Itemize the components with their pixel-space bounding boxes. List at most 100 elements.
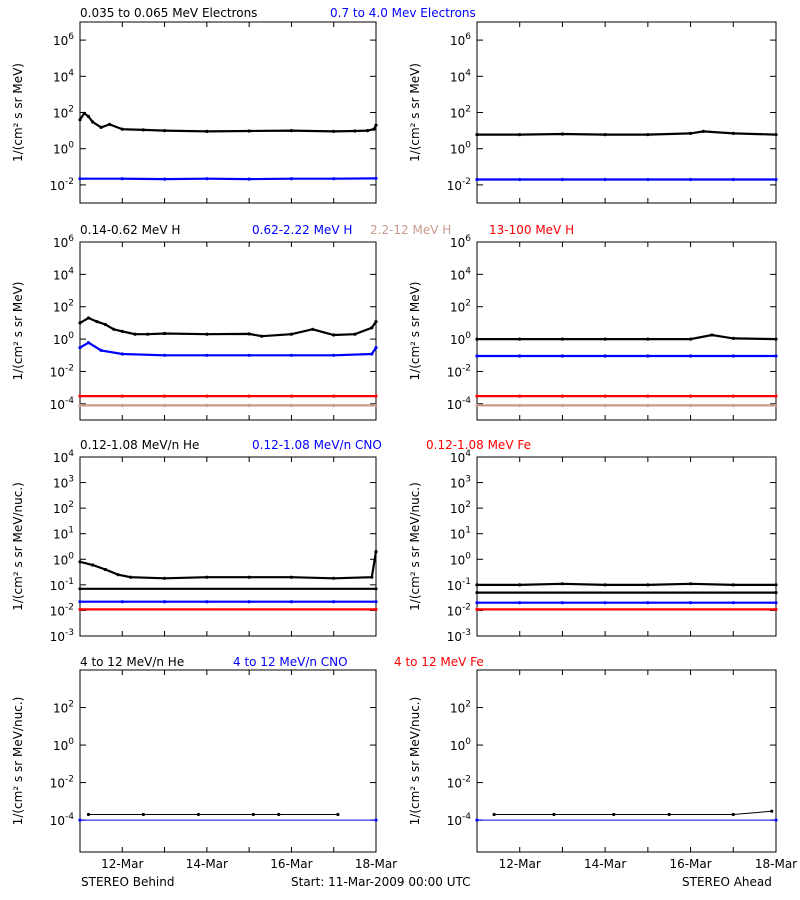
y-tick-label: 104: [53, 68, 74, 84]
y-tick-label: 102: [53, 500, 74, 516]
data-point: [603, 354, 607, 358]
y-tick-label: 100: [450, 737, 471, 753]
data-point: [646, 337, 650, 341]
data-point: [120, 403, 124, 407]
y-tick-label: 102: [53, 299, 74, 315]
data-point: [374, 587, 378, 591]
data-point: [731, 354, 735, 358]
data-point: [710, 333, 714, 337]
data-point: [205, 394, 209, 398]
data-point: [689, 403, 693, 407]
data-point: [289, 600, 293, 604]
panel-ahead-row-3: 1/(cm² s sr MeV/nuc.) 10-3 10-2 10-1 100 101 1…: [408, 449, 778, 644]
y-tick-label: 100: [53, 141, 74, 157]
series-line-1: [477, 582, 776, 587]
data-point: [603, 583, 607, 587]
data-point: [86, 341, 91, 345]
data-point: [120, 394, 124, 398]
data-point: [774, 818, 778, 822]
data-point: [78, 394, 82, 398]
data-point: [774, 133, 778, 137]
data-point: [731, 403, 735, 407]
series-title-2: 4 to 12 MeV/n CNO: [233, 655, 348, 669]
data-point: [247, 129, 251, 133]
data-point: [560, 354, 565, 358]
data-point: [560, 403, 565, 407]
y-tick-label: 103: [53, 475, 74, 491]
data-point: [374, 403, 378, 407]
data-point: [560, 132, 565, 136]
data-point: [251, 812, 255, 817]
data-point: [163, 129, 167, 133]
data-point: [247, 353, 251, 357]
chart-row-3: 0.12-1.08 MeV/n He 0.12-1.08 MeV/n CNO 0.1…: [11, 438, 778, 644]
y-tick-label: 10-2: [447, 602, 471, 618]
footer-center-label: Start: 11-Mar-2009 00:00 UTC: [291, 875, 471, 889]
data-point: [332, 177, 336, 181]
data-point: [770, 809, 774, 813]
data-point: [689, 354, 693, 358]
data-point: [518, 394, 522, 398]
series-title-3: 2.2-12 MeV H: [370, 223, 451, 237]
data-point: [646, 583, 650, 587]
data-point: [603, 403, 607, 407]
data-point: [731, 812, 735, 817]
plot-frame: [79, 669, 377, 853]
y-tick-label: 100: [450, 331, 471, 347]
data-point: [560, 337, 565, 341]
data-point: [774, 591, 778, 595]
x-tick-label: 18-Mar: [755, 857, 797, 871]
data-point: [205, 575, 209, 579]
data-point: [247, 177, 251, 181]
data-point: [311, 327, 315, 331]
data-point: [120, 600, 124, 604]
footer-left-label: STEREO Behind: [81, 875, 175, 889]
y-tick-label: 101: [53, 526, 74, 542]
data-point: [163, 331, 167, 336]
series-title-2: 0.12-1.08 MeV/n CNO: [252, 438, 382, 452]
data-point: [120, 177, 124, 181]
data-point: [365, 129, 370, 133]
y-tick-label: 10-4: [447, 812, 472, 828]
data-point: [689, 601, 693, 605]
data-point: [552, 812, 556, 817]
data-point: [247, 403, 251, 407]
data-point: [91, 120, 95, 124]
series-line-1: [79, 316, 377, 338]
data-point: [78, 403, 82, 407]
y-tick-label: 100: [450, 141, 471, 157]
data-point: [731, 336, 735, 340]
data-point: [689, 177, 693, 182]
data-point: [518, 403, 522, 407]
data-point: [289, 575, 293, 579]
plot-frame: [476, 669, 777, 853]
data-point: [731, 177, 735, 182]
y-axis-label: 1/(cm² s sr MeV): [11, 63, 25, 162]
x-tick-label: 14-Mar: [186, 857, 228, 871]
series-line-2: [79, 341, 377, 357]
data-point: [701, 129, 706, 133]
data-point: [603, 133, 607, 137]
y-tick-label: 104: [450, 266, 471, 282]
data-point: [518, 133, 522, 137]
y-tick-label: 102: [53, 700, 74, 716]
data-point: [247, 575, 251, 579]
data-point: [646, 601, 650, 605]
data-point: [247, 600, 251, 604]
data-point: [78, 346, 82, 350]
data-point: [163, 353, 167, 357]
data-point: [205, 332, 209, 336]
data-point: [374, 550, 378, 554]
data-point: [689, 394, 693, 398]
data-point: [353, 129, 357, 133]
y-tick-label: 106: [450, 234, 471, 250]
y-tick-label: 100: [450, 551, 471, 567]
data-point: [689, 337, 693, 341]
series-title-3: 0.12-1.08 MeV Fe: [426, 438, 531, 452]
series-title-4: 13-100 MeV H: [489, 223, 574, 237]
series-line-1: [494, 810, 772, 815]
data-point: [196, 812, 200, 817]
data-point: [78, 818, 82, 822]
panel-behind-row-4: 1/(cm² s sr MeV/nuc.) 10-4 10-2 100 102 12-Ma…: [11, 669, 397, 871]
